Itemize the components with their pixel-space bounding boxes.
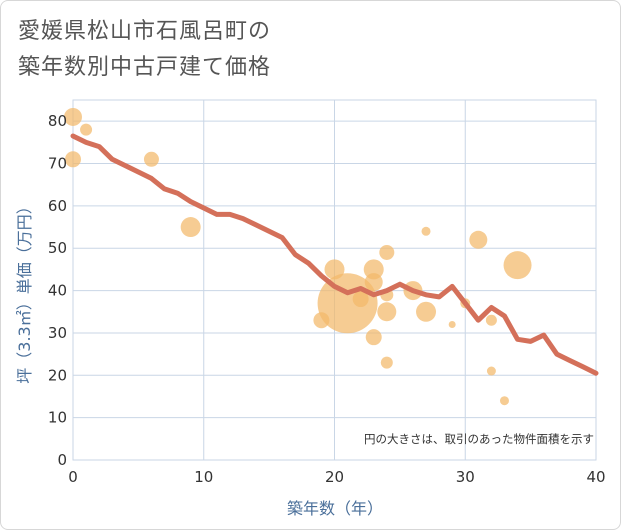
bubble-point [80, 123, 93, 136]
bubble-point [486, 366, 496, 376]
chart-title: 愛媛県松山市石風呂町の 築年数別中古戸建て価格 [18, 14, 271, 86]
bubble-point [503, 251, 532, 280]
bubble-point [421, 226, 431, 236]
bubble-point [485, 314, 497, 326]
tick-layer: 0 10 20 30 40 50 60 70 80 0 10 20 30 40 [48, 112, 606, 486]
x-tick-label: 40 [586, 468, 605, 486]
y-tick-label: 80 [48, 112, 67, 130]
bubble-point [352, 291, 369, 308]
y-tick-label: 0 [57, 451, 67, 469]
bubble-point [379, 244, 395, 260]
average-price-line [70, 133, 599, 376]
x-axis-label: 築年数（年） [287, 499, 383, 518]
chart-title-line2: 築年数別中古戸建て価格 [18, 55, 272, 80]
y-tick-label: 60 [48, 197, 67, 215]
bubble-point [180, 217, 201, 238]
bubble-point [364, 273, 383, 292]
y-tick-label: 30 [48, 324, 67, 342]
bubble-point [416, 301, 437, 322]
bubble-point [469, 230, 488, 249]
size-note: 円の大きさは、取引のあった物件面積を示す [364, 432, 594, 446]
bubble-point [448, 320, 456, 328]
bubble-point [65, 151, 81, 168]
bubble-point [363, 259, 384, 280]
bubble-point [380, 356, 393, 369]
bubble-point [377, 302, 397, 322]
line-layer [70, 133, 599, 376]
x-tick-label: 20 [325, 468, 344, 486]
chart-title-line1: 愛媛県松山市石風呂町の [18, 19, 272, 44]
y-axis-label: 坪（3.3㎡）単価（万円） [15, 198, 34, 383]
grid-layer [72, 99, 597, 461]
bubble-layer [64, 107, 532, 406]
y-tick-label: 10 [48, 409, 67, 427]
y-tick-label: 50 [48, 239, 67, 257]
y-tick-label: 20 [48, 366, 67, 384]
y-tick-label: 70 [48, 155, 67, 173]
x-tick-label: 0 [68, 468, 78, 486]
bubble-point [143, 151, 159, 167]
bubble-point [365, 329, 382, 346]
x-tick-label: 10 [194, 468, 213, 486]
x-tick-label: 30 [456, 468, 475, 486]
bubble-point [64, 107, 82, 126]
bubble-point [499, 396, 509, 406]
y-tick-label: 40 [48, 282, 67, 300]
